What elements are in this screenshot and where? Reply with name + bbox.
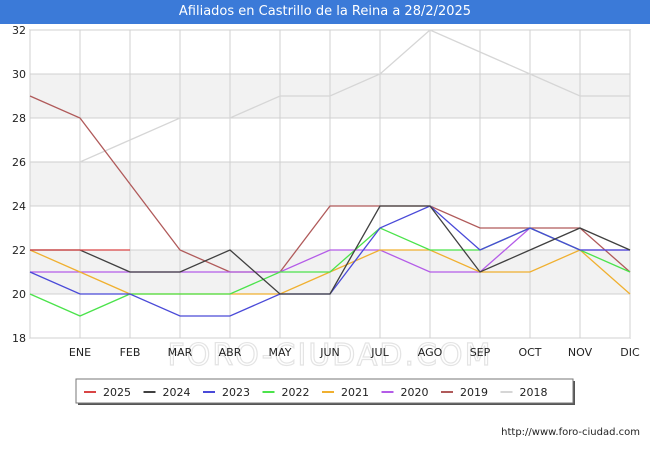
y-tick-label: 18 [12, 332, 26, 345]
legend-label-2022: 2022 [282, 386, 310, 399]
x-tick-label: MAY [269, 346, 292, 359]
x-tick-label: JUL [370, 346, 389, 359]
title-bar [0, 0, 650, 24]
legend: 2025 2024 2023 2022 2021 2020 2019 2018 [75, 378, 575, 405]
x-axis: ENE FEB MAR ABR MAY JUN JUL AGO SEP OCT NOV DIC [69, 346, 640, 359]
legend-label-2025: 2025 [103, 386, 131, 399]
grid-lines [29, 29, 631, 339]
x-tick-label: ABR [219, 346, 242, 359]
source-url: http://www.foro-ciudad.com [501, 427, 640, 438]
series-lines [29, 29, 631, 317]
x-tick-label: ENE [69, 346, 91, 359]
x-tick-label: JUN [319, 346, 340, 359]
y-tick-label: 32 [12, 24, 26, 37]
chart-title: Afiliados en Castrillo de la Reina a 28/… [178, 4, 472, 19]
watermark: FORO-CIUDAD.COM [168, 338, 493, 373]
x-tick-label: SEP [470, 346, 491, 359]
x-tick-label: MAR [168, 346, 193, 359]
y-tick-label: 24 [12, 200, 26, 213]
legend-label-2019: 2019 [460, 386, 488, 399]
legend-items: 2025 2024 2023 2022 2021 2020 2019 2018 [84, 386, 548, 399]
y-tick-label: 30 [12, 68, 26, 81]
x-tick-label: DIC [620, 346, 640, 359]
y-tick-label: 26 [12, 156, 26, 169]
series-line-2024 [30, 205, 631, 295]
legend-label-2023: 2023 [222, 386, 250, 399]
x-tick-label: AGO [418, 346, 443, 359]
legend-label-2018: 2018 [520, 386, 548, 399]
x-tick-label: OCT [518, 346, 541, 359]
legend-label-2020: 2020 [401, 386, 429, 399]
x-tick-label: NOV [568, 346, 593, 359]
y-tick-label: 28 [12, 112, 26, 125]
y-tick-label: 22 [12, 244, 26, 257]
legend-label-2021: 2021 [341, 386, 369, 399]
x-tick-label: FEB [120, 346, 141, 359]
series-line-2018 [30, 29, 630, 163]
y-axis: 18 20 22 24 26 28 30 32 [12, 24, 26, 345]
legend-label-2024: 2024 [163, 386, 191, 399]
y-tick-label: 20 [12, 288, 26, 301]
